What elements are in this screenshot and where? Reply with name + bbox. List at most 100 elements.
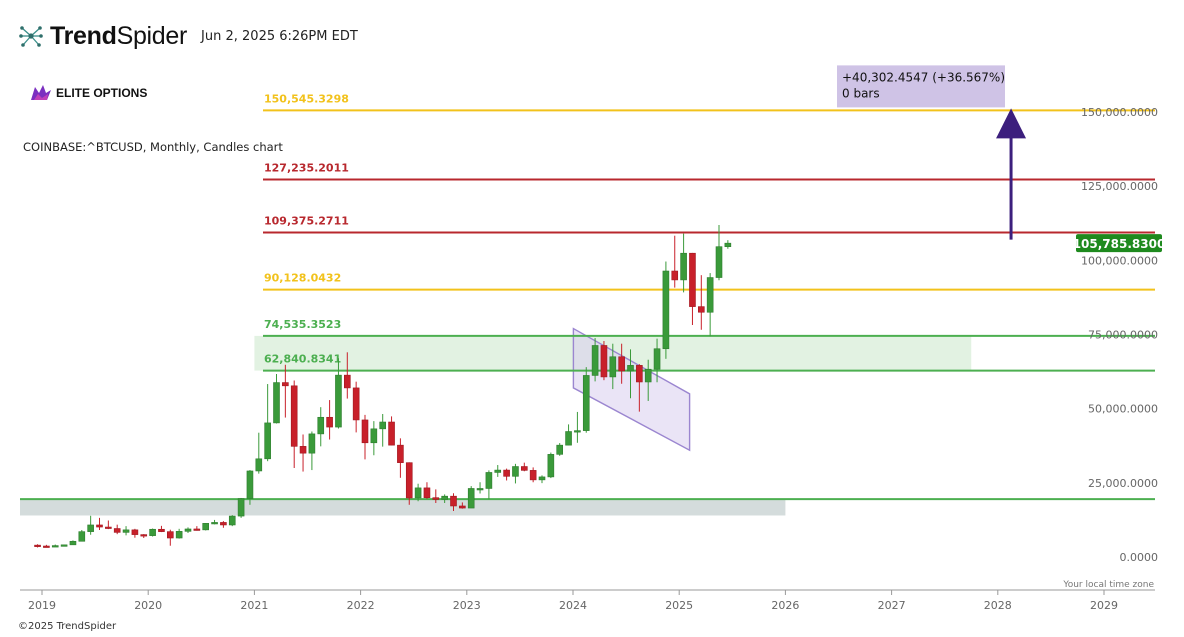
candle-body[interactable]: [565, 431, 572, 446]
candle-body[interactable]: [600, 345, 608, 378]
candle-body[interactable]: [476, 488, 484, 491]
candle-body[interactable]: [423, 487, 431, 498]
candle-body[interactable]: [264, 422, 271, 460]
measure-arrow-head: [996, 108, 1027, 139]
candle-body[interactable]: [237, 498, 245, 517]
x-tick-label: 2029: [1090, 599, 1118, 612]
x-tick-label: 2022: [347, 599, 375, 612]
candle-body[interactable]: [273, 382, 280, 424]
candle-body[interactable]: [609, 356, 617, 378]
candle-body[interactable]: [582, 375, 590, 431]
candle-body[interactable]: [246, 470, 254, 499]
candle-body[interactable]: [494, 469, 502, 473]
measure-box: [837, 65, 1005, 108]
candle-body[interactable]: [520, 466, 528, 471]
candle-body[interactable]: [706, 277, 714, 313]
candle-body[interactable]: [618, 356, 625, 372]
candle-body[interactable]: [352, 387, 360, 421]
candle-body[interactable]: [60, 544, 68, 547]
timezone-note: Your local time zone: [1062, 580, 1154, 590]
candle-body[interactable]: [202, 523, 209, 531]
candle-body[interactable]: [69, 540, 77, 546]
candle-body[interactable]: [175, 531, 183, 539]
candle-body[interactable]: [299, 446, 307, 454]
candle-body[interactable]: [282, 382, 289, 387]
candle-body[interactable]: [193, 528, 201, 531]
candle-body[interactable]: [689, 252, 696, 307]
candle-body[interactable]: [724, 242, 732, 247]
candle-body[interactable]: [211, 522, 218, 525]
candle-body[interactable]: [388, 421, 395, 446]
candle-body[interactable]: [512, 466, 519, 477]
elite-options-emblem-icon: [31, 85, 51, 100]
candle-body[interactable]: [87, 524, 94, 532]
last-price-label: 105,785.8300: [1073, 237, 1166, 251]
candle-body[interactable]: [326, 416, 333, 428]
candle-body[interactable]: [467, 488, 475, 509]
candle-body[interactable]: [432, 497, 440, 500]
candle-body[interactable]: [43, 545, 50, 548]
candle-body[interactable]: [715, 246, 723, 278]
candle-body[interactable]: [627, 365, 634, 372]
y-tick-label: 50,000.0000: [1088, 403, 1158, 416]
candle-body[interactable]: [220, 522, 227, 526]
brand-name: TrendSpider: [50, 21, 188, 50]
level-label-3: 109,375.2711: [264, 215, 349, 228]
candle-body[interactable]: [397, 444, 404, 463]
y-tick-label: 75,000.0000: [1088, 329, 1158, 342]
candle-body[interactable]: [255, 458, 263, 472]
candle-body[interactable]: [485, 472, 493, 489]
candle-body[interactable]: [405, 462, 413, 499]
candle-body[interactable]: [379, 421, 387, 430]
timestamp: Jun 2, 2025 6:26PM EDT: [201, 28, 358, 44]
x-tick-label: 2021: [240, 599, 268, 612]
candle-body[interactable]: [370, 428, 378, 444]
candle-body[interactable]: [167, 531, 174, 539]
candle-body[interactable]: [414, 487, 422, 499]
candle-body[interactable]: [459, 505, 466, 509]
copyright-footer: ©2025 TrendSpider: [18, 621, 117, 632]
candle-body[interactable]: [158, 528, 165, 532]
candle-body[interactable]: [361, 419, 369, 444]
candle-body[interactable]: [680, 252, 687, 281]
level-label-5: 74,535.3523: [264, 318, 341, 331]
candle-body[interactable]: [574, 430, 581, 433]
candle-body[interactable]: [34, 544, 41, 547]
candle-body[interactable]: [636, 365, 643, 383]
candle-body[interactable]: [131, 529, 139, 535]
candle-body[interactable]: [308, 433, 316, 454]
y-tick-label: 100,000.0000: [1081, 254, 1158, 267]
candle-body[interactable]: [671, 270, 679, 281]
candle-body[interactable]: [105, 526, 112, 529]
candle-body[interactable]: [644, 368, 652, 383]
candle-body[interactable]: [653, 348, 661, 370]
candle-body[interactable]: [184, 528, 192, 532]
candle-body[interactable]: [149, 528, 156, 536]
candle-body[interactable]: [317, 416, 325, 435]
candle-body[interactable]: [441, 495, 448, 500]
measure-bars: 0 bars: [842, 86, 880, 100]
candle-body[interactable]: [697, 306, 705, 313]
elite-options-logo: ELITE OPTIONS: [30, 84, 147, 102]
candle-body[interactable]: [96, 524, 103, 528]
candle-body[interactable]: [529, 470, 537, 481]
candle-body[interactable]: [450, 495, 457, 507]
candle-body[interactable]: [556, 444, 564, 455]
level-label-4: 90,128.0432: [264, 272, 341, 285]
candle-body[interactable]: [290, 385, 298, 447]
candle-body[interactable]: [591, 345, 599, 376]
candle-body[interactable]: [78, 531, 86, 542]
candle-body[interactable]: [343, 374, 351, 389]
candle-body[interactable]: [547, 454, 555, 478]
candle-body[interactable]: [140, 534, 148, 537]
candle-body[interactable]: [503, 469, 510, 477]
candle-body[interactable]: [228, 515, 236, 526]
x-tick-label: 2019: [28, 599, 56, 612]
candle-body[interactable]: [122, 529, 130, 533]
candle-body[interactable]: [538, 476, 546, 481]
candle-body[interactable]: [662, 270, 670, 350]
candle-body[interactable]: [51, 545, 59, 548]
candle-body[interactable]: [113, 528, 121, 533]
candle-body[interactable]: [335, 374, 342, 428]
